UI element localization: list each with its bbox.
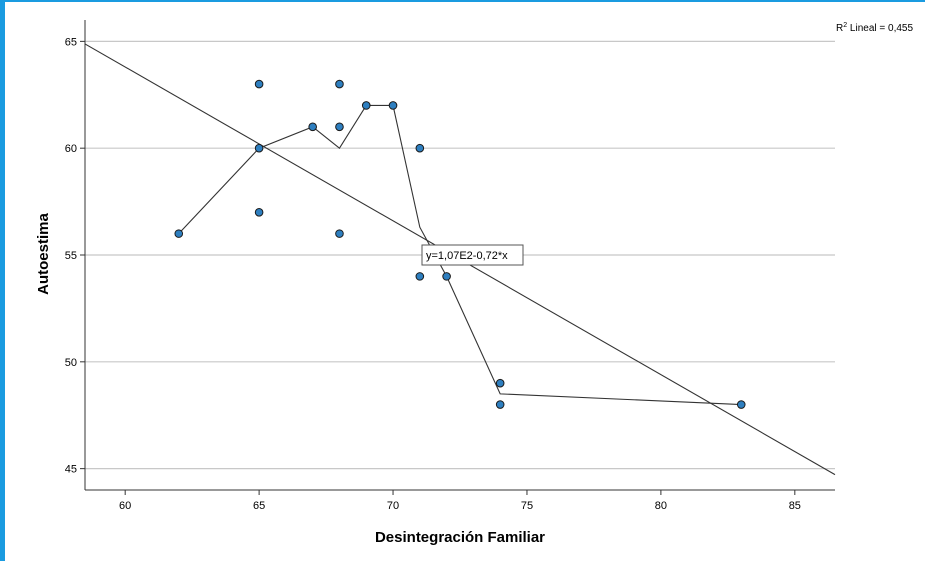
r-squared-prefix: R [836,23,843,34]
equation-text: y=1,07E2-0,72*x [426,250,508,262]
x-tick-label: 85 [789,500,801,512]
data-point [335,79,344,89]
data-point [308,122,317,132]
x-tick-label: 80 [655,500,667,512]
data-point [388,101,398,110]
x-tick-label: 70 [387,500,399,512]
data-point [254,79,264,89]
y-tick-label: 65 [65,36,77,48]
data-point [335,229,344,238]
x-tick-label: 60 [119,500,131,512]
data-point [415,272,425,281]
y-axis-title: Autoestima [35,213,52,295]
x-axis-title: Desintegración Familiar [375,529,545,546]
r-squared-label: R2 Lineal = 0,455 [836,22,913,34]
data-point [254,143,264,153]
x-tick-label: 75 [521,500,533,512]
data-point [254,207,264,217]
data-point [335,122,344,132]
data-point [361,101,371,110]
data-point [736,400,746,409]
r-squared-text: Lineal = 0,455 [847,23,913,34]
frame-left-border [0,0,5,561]
equation-box [421,244,524,266]
loess-line [178,104,742,406]
labels: 45 50 55 60 65 60 65 70 75 80 85 y=1,07E2-0,72*x [65,36,801,512]
equation-label: y=1,07E2-0,72*x [421,244,524,266]
y-tick-label: 55 [65,250,77,262]
y-tick-label: 60 [65,143,77,155]
data-point [495,378,505,388]
y-tick-label: 45 [65,464,77,476]
axes [80,20,835,495]
x-tick-label: 65 [253,500,265,512]
frame-top-border [0,0,925,2]
data-point [174,229,184,238]
r-squared-sup: 2 [843,22,847,29]
y-tick-label: 50 [65,357,77,369]
data-points [174,79,746,409]
data-point [415,143,425,153]
data-point [442,272,451,281]
data-point [495,400,505,409]
